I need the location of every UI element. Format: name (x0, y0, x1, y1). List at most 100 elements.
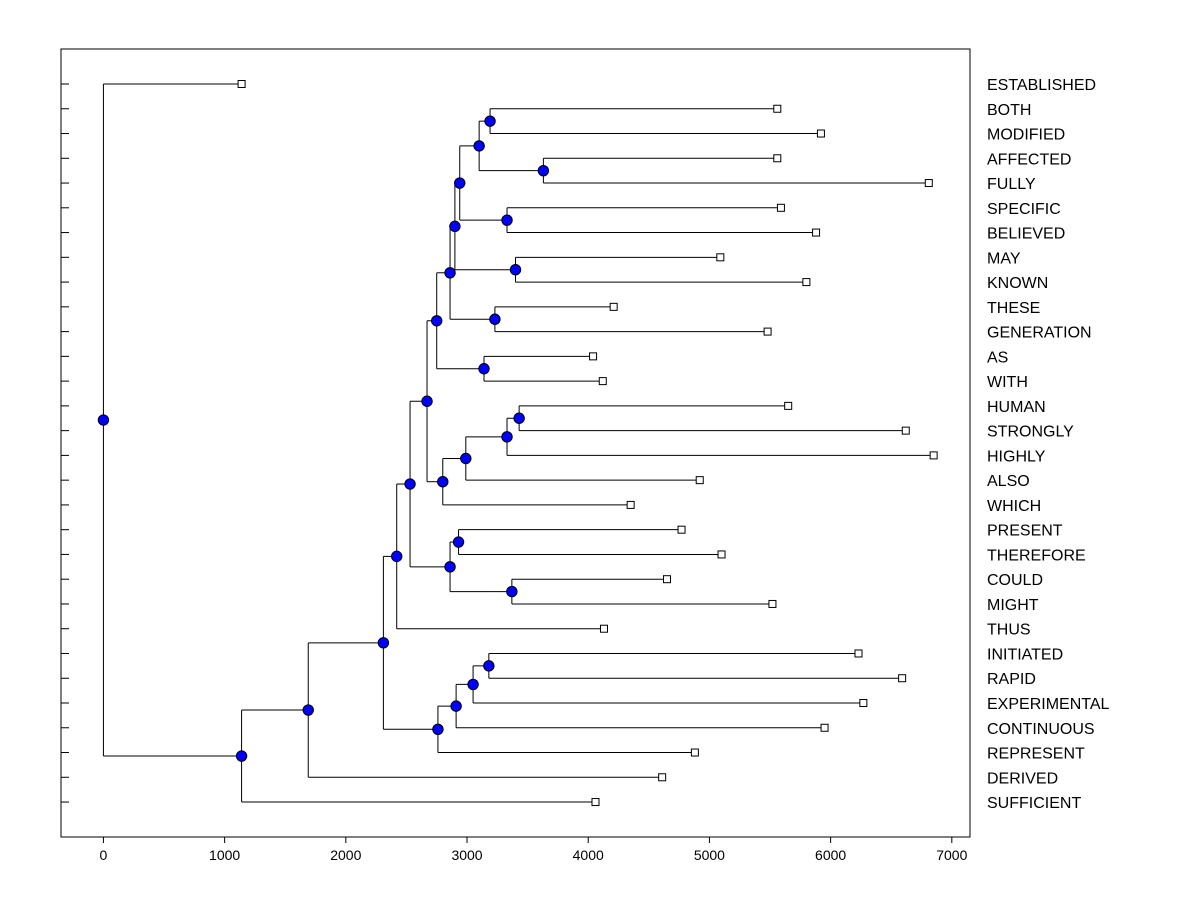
cluster-node (513, 412, 525, 424)
cluster-node (431, 315, 443, 327)
cluster-node (506, 585, 518, 598)
leaf-label: INITIATED (987, 646, 1063, 663)
leaf-marker (924, 179, 933, 188)
leaf-marker (812, 228, 821, 237)
leaf-label: THEREFORE (987, 547, 1086, 564)
leaf-label: AS (987, 349, 1008, 366)
leaf-marker (773, 104, 782, 113)
leaf-label: AFFECTED (987, 151, 1071, 168)
leaf-label: HIGHLY (987, 448, 1046, 465)
leaf-marker (237, 80, 246, 88)
leaf-markers (237, 80, 938, 807)
leaf-marker (598, 377, 607, 386)
leaf-label: ALSO (987, 473, 1030, 490)
x-tick-label: 6000 (815, 847, 846, 863)
leaf-marker (609, 302, 618, 311)
cluster-node (501, 431, 513, 443)
cluster-node (444, 267, 456, 279)
leaf-label: MODIFIED (987, 127, 1065, 144)
leaf-label: PRESENT (987, 523, 1063, 540)
leaf-label: COULD (987, 572, 1043, 589)
cluster-node (452, 536, 465, 548)
plot-frame (60, 48, 971, 838)
cluster-node (460, 452, 472, 465)
cluster-node (478, 363, 490, 375)
x-axis: 0 1000 2000 3000 4000 5000 6000 7000 (100, 837, 968, 863)
leaf-marker (816, 129, 825, 138)
leaf-marker (763, 327, 772, 336)
cluster-node (489, 313, 501, 325)
tree-links (102, 83, 934, 803)
cluster-node (432, 723, 444, 736)
cluster-node (450, 700, 462, 712)
leaf-label: HUMAN (987, 399, 1046, 416)
leaf-marker (690, 748, 699, 757)
leaf-label: REPRESENT (987, 746, 1085, 763)
x-tick-label: 1000 (209, 847, 240, 863)
leaf-label: KNOWN (987, 275, 1048, 292)
leaf-labels: ESTABLISHED BOTH MODIFIED AFFECTED FULLY SPEC… (987, 77, 1110, 812)
cluster-node (454, 177, 466, 189)
leaf-marker (776, 203, 785, 212)
tree-nodes (97, 115, 550, 762)
cluster-node (437, 476, 449, 488)
leaf-label: SPECIFIC (987, 201, 1061, 218)
leaf-marker (768, 599, 777, 608)
leaf-marker (663, 575, 671, 584)
leaf-marker (802, 278, 811, 287)
leaf-marker (658, 773, 667, 782)
x-tick-label: 3000 (451, 847, 482, 863)
leaf-marker (898, 674, 907, 683)
leaf-label: MIGHT (987, 597, 1039, 614)
cluster-node (235, 750, 248, 762)
cluster-node (391, 550, 403, 563)
cluster-node (501, 214, 513, 226)
leaf-marker (820, 723, 829, 732)
cluster-node (444, 561, 456, 573)
leaf-marker (589, 352, 598, 361)
cluster-node (377, 637, 390, 649)
cluster-node (449, 220, 461, 233)
cluster-node (97, 414, 110, 426)
cluster-node (537, 164, 550, 177)
cluster-node (473, 140, 485, 152)
leaf-marker (677, 525, 686, 534)
leaf-label: BOTH (987, 102, 1031, 119)
x-tick-label: 4000 (573, 847, 604, 863)
cluster-node (509, 264, 522, 276)
leaf-marker (854, 649, 863, 658)
leaf-marker (784, 401, 793, 410)
cluster-node (484, 115, 496, 127)
leaf-marker (695, 476, 704, 485)
leaf-label: GENERATION (987, 325, 1092, 342)
leaf-marker (773, 154, 782, 163)
x-tick-label: 2000 (330, 847, 361, 863)
leaf-label: THUS (987, 622, 1031, 639)
x-tick-label: 7000 (936, 847, 967, 863)
cluster-node (302, 704, 314, 716)
leaf-label: EXPERIMENTAL (987, 696, 1110, 713)
cluster-node (483, 660, 495, 672)
leaf-label: STRONGLY (987, 424, 1074, 441)
leaf-label: MAY (987, 250, 1021, 267)
leaf-label: BELIEVED (987, 226, 1065, 243)
leaf-label: CONTINUOUS (987, 721, 1095, 738)
leaf-label: WHICH (987, 498, 1041, 515)
leaf-marker (626, 500, 635, 509)
cluster-node (467, 678, 479, 691)
leaf-marker (599, 624, 608, 633)
leaf-label: SUFFICIENT (987, 795, 1081, 812)
leaf-label: THESE (987, 300, 1040, 317)
x-tick-label: 5000 (694, 847, 725, 863)
leaf-marker (929, 451, 938, 460)
x-tick-label: 0 (100, 847, 108, 863)
leaf-marker (901, 426, 910, 435)
leaf-marker (859, 699, 868, 707)
leaf-label: DERIVED (987, 770, 1058, 787)
leaf-label: FULLY (987, 176, 1036, 193)
leaf-label: WITH (987, 374, 1028, 391)
leaf-marker (591, 798, 600, 807)
leaf-label: ESTABLISHED (987, 77, 1096, 94)
leaf-marker (717, 550, 726, 559)
